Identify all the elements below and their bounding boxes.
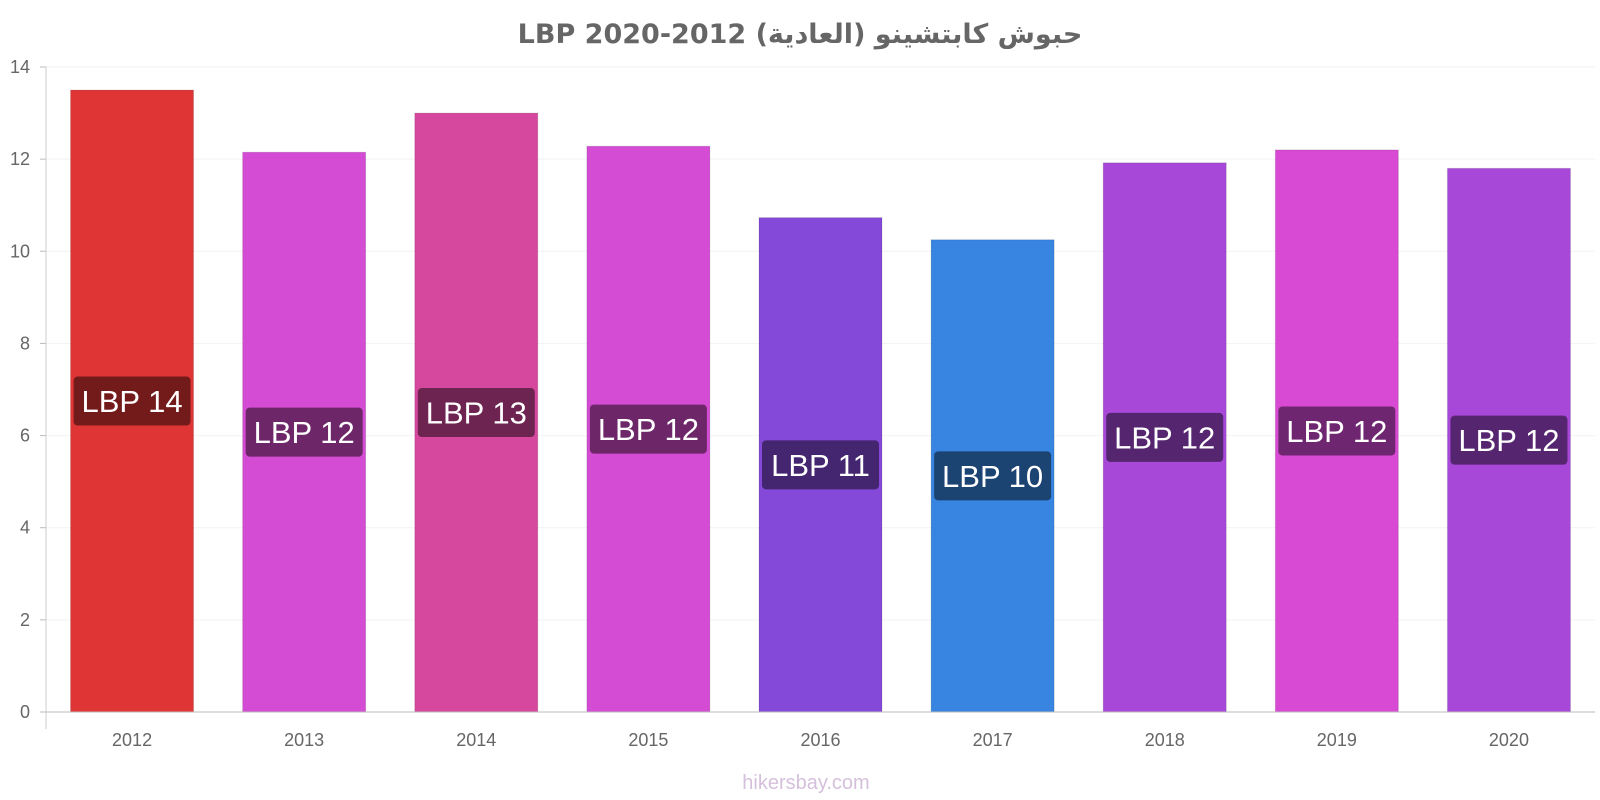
data-label-box: [245, 407, 363, 457]
data-label: LBP 12: [1458, 423, 1559, 458]
data-label-box: [762, 440, 879, 490]
data-label-box: [73, 376, 191, 426]
y-tick-label: 14: [10, 57, 30, 77]
x-tick-label: 2012: [112, 730, 152, 750]
x-tick-label: 2015: [628, 730, 668, 750]
x-tick-label: 2016: [800, 730, 840, 750]
x-tick-label: 2017: [973, 730, 1013, 750]
y-tick-label: 6: [20, 426, 30, 446]
data-label: LBP 13: [426, 396, 527, 431]
data-label-box: [417, 388, 535, 438]
y-axis: 0 2 4 6 8 10 12 14: [10, 57, 47, 729]
data-label-box: [589, 404, 707, 454]
data-label-box: [1106, 412, 1224, 462]
data-label: LBP 11: [771, 448, 870, 483]
data-label-box: [1278, 406, 1396, 456]
y-tick-label: 12: [10, 149, 30, 169]
data-label-box: [1450, 415, 1568, 465]
data-label: LBP 12: [1286, 414, 1387, 449]
y-tick-label: 4: [20, 518, 30, 538]
data-label: LBP 12: [598, 412, 699, 447]
data-label: LBP 14: [81, 384, 182, 419]
data-label: LBP 12: [1114, 420, 1215, 455]
y-tick-label: 10: [10, 241, 30, 261]
y-tick-label: 8: [20, 333, 30, 353]
data-label: LBP 12: [254, 415, 355, 450]
y-tick-label: 0: [20, 702, 30, 722]
data-label: LBP 10: [942, 459, 1043, 494]
y-tick-label: 2: [20, 610, 30, 630]
x-tick-label: 2014: [456, 730, 496, 750]
data-label-box: [934, 451, 1052, 501]
x-tick-label: 2019: [1317, 730, 1357, 750]
footer-watermark: hikersbay.com: [742, 772, 869, 794]
x-tick-label: 2018: [1145, 730, 1185, 750]
x-axis: 2012 2013 2014 2015 2016 2017 2018 2019 2020: [46, 711, 1595, 750]
x-tick-label: 2020: [1489, 730, 1529, 750]
x-tick-label: 2013: [284, 730, 324, 750]
bar-series: LBP 14 LBP 12 LBP 13 LBP 12 LBP 11 LBP 10 LBP …: [70, 89, 1571, 713]
chart-title: حبوش كابتشينو (العادية) 2012-2020 LBP: [518, 19, 1083, 50]
